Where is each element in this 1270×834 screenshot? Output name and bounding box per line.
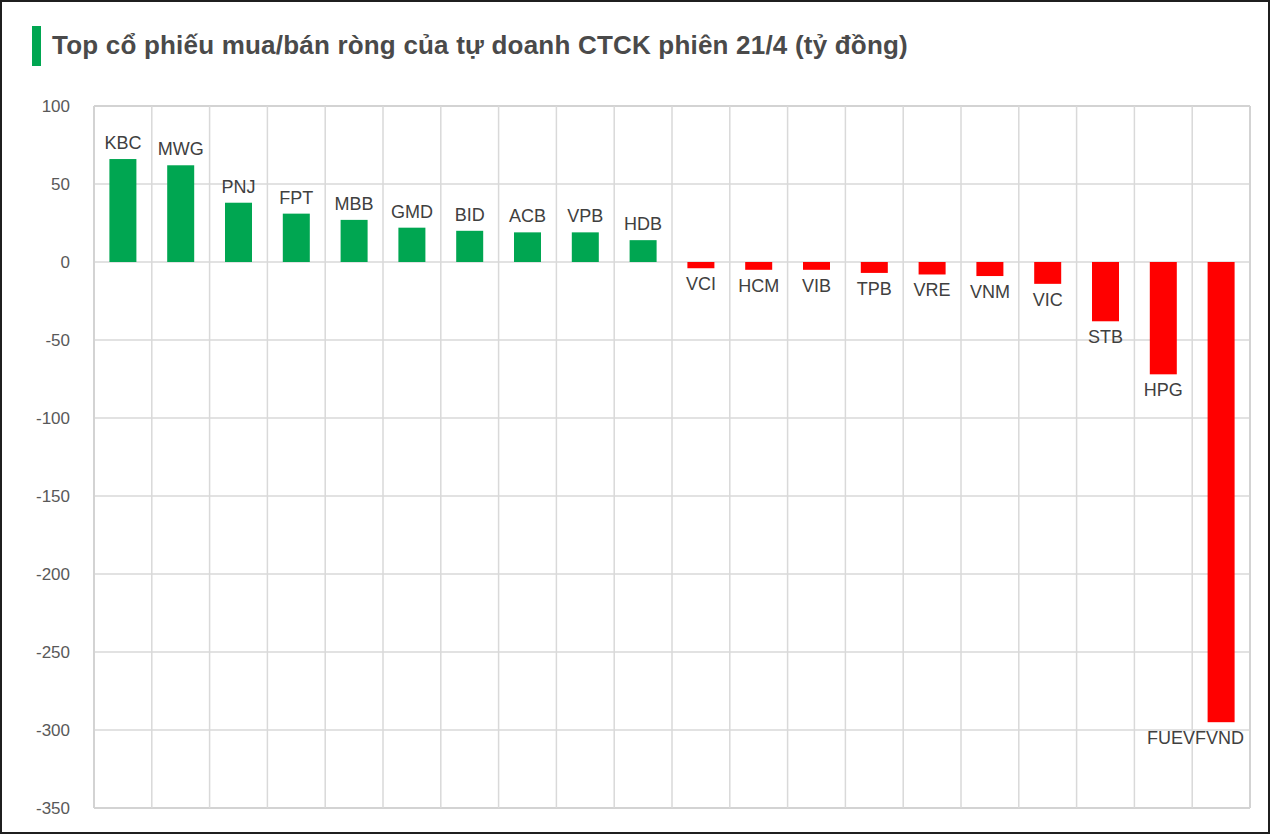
y-axis-tick-label: 100 [42,97,70,116]
y-axis-tick-label: -50 [45,331,70,350]
category-label-KBC: KBC [104,133,141,153]
category-label-HDB: HDB [624,214,662,234]
bar-STB [1092,262,1119,321]
chart-window: Top cổ phiếu mua/bán ròng của tự doanh C… [0,0,1270,834]
category-label-FUEVFVND: FUEVFVND [1147,728,1244,748]
bar-VRE [919,262,946,274]
category-label-VIC: VIC [1033,290,1063,310]
bar-MBB [341,220,368,262]
category-label-GMD: GMD [391,202,433,222]
bar-ACB [514,232,541,262]
bar-VIB [803,262,830,270]
y-axis-tick-label: -200 [36,565,70,584]
category-label-PNJ: PNJ [221,177,255,197]
bar-VNM [976,262,1003,276]
bar-HCM [745,262,772,270]
bar-chart: 100 50 0 -50 -100 -150 -200 -250 -300 -350 KBC MWG P… [2,2,1270,834]
category-label-STB: STB [1088,327,1123,347]
category-label-HCM: HCM [738,276,779,296]
bar-KBC [109,159,136,262]
category-label-HPG: HPG [1144,380,1183,400]
category-label-VRE: VRE [914,280,951,300]
category-label-TPB: TPB [857,279,892,299]
bar-VPB [572,232,599,262]
y-axis-tick-label: 50 [51,175,70,194]
bar-VIC [1034,262,1061,284]
y-axis-tick-label: -250 [36,643,70,662]
bar-GMD [398,228,425,262]
category-label-VIB: VIB [802,276,831,296]
y-axis-tick-label: -350 [36,799,70,818]
category-label-ACB: ACB [509,206,546,226]
bar-HDB [630,240,657,262]
bar-TPB [861,262,888,273]
category-label-VCI: VCI [686,274,716,294]
bar-VCI [687,262,714,268]
category-label-VNM: VNM [970,282,1010,302]
category-label-BID: BID [455,205,485,225]
y-axis-tick-label: -300 [36,721,70,740]
y-axis-tick-label: -100 [36,409,70,428]
category-label-MWG: MWG [158,139,204,159]
bar-MWG [167,165,194,262]
category-label-MBB: MBB [335,194,374,214]
bar-BID [456,231,483,262]
bar-HPG [1150,262,1177,374]
bar-FUEVFVND [1208,262,1235,722]
bar-PNJ [225,203,252,262]
y-axis-tick-label: 0 [61,253,70,272]
y-axis-tick-label: -150 [36,487,70,506]
category-label-FPT: FPT [279,188,313,208]
category-label-VPB: VPB [567,206,603,226]
bar-FPT [283,214,310,262]
